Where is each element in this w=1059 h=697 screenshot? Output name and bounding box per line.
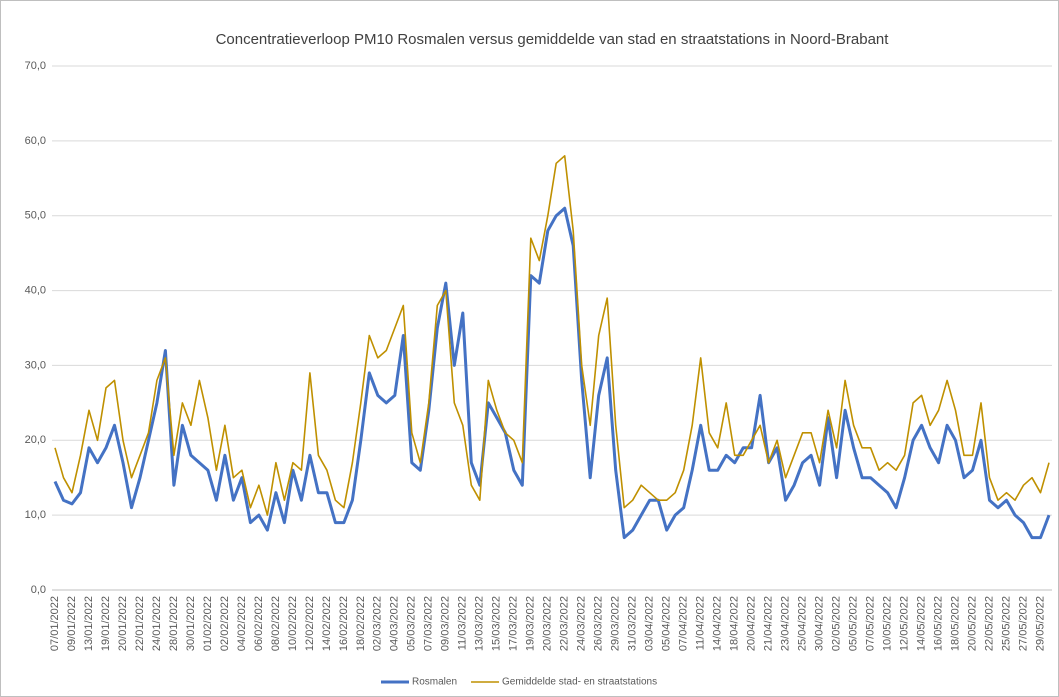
x-tick-label: 21/04/2022: [763, 596, 775, 651]
y-tick-label: 30,0: [25, 359, 46, 371]
chart-title: Concentratieverloop PM10 Rosmalen versus…: [216, 31, 890, 48]
x-tick-label: 15/03/2022: [491, 596, 503, 651]
x-tick-label: 05/05/2022: [848, 596, 860, 651]
x-tick-label: 18/05/2022: [949, 596, 961, 651]
x-tick-label: 14/05/2022: [915, 596, 927, 651]
x-tick-label: 29/03/2022: [610, 596, 622, 651]
x-tick-label: 09/03/2022: [440, 596, 452, 651]
series-line: [53, 206, 1051, 540]
x-tick-label: 18/02/2022: [355, 596, 367, 651]
x-tick-label: 14/04/2022: [712, 596, 724, 651]
x-tick-label: 10/05/2022: [881, 596, 893, 651]
x-tick-label: 22/01/2022: [134, 596, 146, 651]
x-tick-label: 08/02/2022: [270, 596, 282, 651]
x-tick-label: 28/01/2022: [168, 596, 180, 651]
y-tick-label: 20,0: [25, 434, 46, 446]
x-tick-label: 06/02/2022: [253, 596, 265, 651]
x-tick-label: 17/03/2022: [508, 596, 520, 651]
x-tick-label: 02/03/2022: [372, 596, 384, 651]
x-tick-label: 07/03/2022: [423, 596, 435, 651]
x-tick-label: 09/01/2022: [66, 596, 78, 651]
x-tick-label: 20/05/2022: [966, 596, 978, 651]
x-tick-label: 22/05/2022: [983, 596, 995, 651]
x-tick-label: 13/03/2022: [474, 596, 486, 651]
y-tick-label: 50,0: [25, 210, 46, 222]
x-tick-label: 25/04/2022: [797, 596, 809, 651]
x-tick-label: 12/02/2022: [304, 596, 316, 651]
x-tick-label: 02/05/2022: [831, 596, 843, 651]
x-tick-label: 20/01/2022: [117, 596, 129, 651]
x-tick-label: 16/05/2022: [932, 596, 944, 651]
y-tick-label: 70,0: [25, 60, 46, 72]
x-tick-label: 30/01/2022: [185, 596, 197, 651]
x-tick-label: 10/02/2022: [287, 596, 299, 651]
x-tick-label: 07/04/2022: [678, 596, 690, 651]
x-tick-label: 19/03/2022: [525, 596, 537, 651]
legend-label: Gemiddelde stad- en straatstations: [502, 677, 657, 688]
x-tick-label: 29/05/2022: [1034, 596, 1046, 651]
x-tick-label: 05/03/2022: [406, 596, 418, 651]
x-tick-label: 11/03/2022: [457, 596, 469, 650]
x-tick-label: 20/04/2022: [746, 596, 758, 651]
series-line: [54, 155, 1050, 516]
x-tick-label: 04/03/2022: [389, 596, 401, 651]
x-tick-label: 31/03/2022: [627, 596, 639, 651]
x-tick-label: 14/02/2022: [321, 596, 333, 651]
x-tick-label: 07/05/2022: [864, 596, 876, 651]
x-tick-label: 12/05/2022: [898, 596, 910, 651]
x-tick-label: 26/03/2022: [593, 596, 605, 651]
x-tick-label: 20/03/2022: [542, 596, 554, 651]
x-tick-label: 22/03/2022: [559, 596, 571, 651]
x-tick-label: 01/02/2022: [202, 596, 214, 651]
x-tick-label: 05/04/2022: [661, 596, 673, 651]
y-tick-label: 0,0: [31, 584, 46, 596]
x-tick-label: 03/04/2022: [644, 596, 656, 651]
x-tick-label: 19/01/2022: [100, 596, 112, 651]
x-tick-label: 24/01/2022: [151, 596, 163, 651]
x-tick-label: 30/04/2022: [814, 596, 826, 651]
x-tick-label: 07/01/2022: [49, 596, 61, 651]
y-tick-label: 60,0: [25, 135, 46, 147]
x-tick-label: 13/01/2022: [83, 596, 95, 651]
x-tick-label: 18/04/2022: [729, 596, 741, 651]
x-tick-label: 04/02/2022: [236, 596, 248, 651]
x-tick-label: 02/02/2022: [219, 596, 231, 651]
x-tick-label: 23/04/2022: [780, 596, 792, 651]
y-tick-label: 10,0: [25, 509, 46, 521]
x-tick-label: 25/05/2022: [1000, 596, 1012, 651]
x-tick-label: 24/03/2022: [576, 596, 588, 651]
x-tick-label: 11/04/2022: [695, 596, 707, 650]
x-tick-label: 16/02/2022: [338, 596, 350, 651]
legend-label: Rosmalen: [412, 677, 457, 688]
y-tick-label: 40,0: [25, 284, 46, 296]
x-tick-label: 27/05/2022: [1017, 596, 1029, 651]
